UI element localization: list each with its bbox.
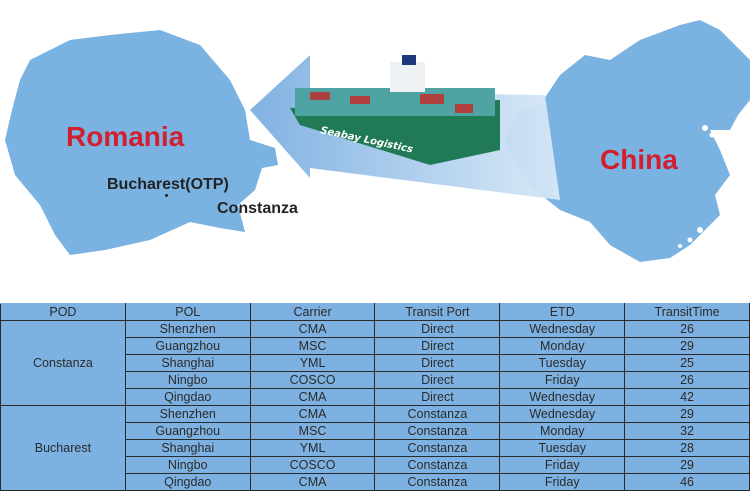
- cell-transit-port: Direct: [374, 337, 501, 355]
- cell-transit-time: 29: [624, 456, 750, 474]
- cell-carrier: CMA: [249, 388, 376, 406]
- cell-carrier: YML: [249, 354, 376, 372]
- cell-etd: Friday: [499, 371, 626, 389]
- cell-transit-port: Direct: [374, 354, 501, 372]
- cell-transit-time: 46: [624, 473, 750, 491]
- cell-etd: Friday: [499, 456, 626, 474]
- cell-carrier: MSC: [249, 337, 376, 355]
- cell-pol: Qingdao: [124, 473, 251, 491]
- table-row: Ningbo COSCO Direct Friday 26: [1, 371, 750, 389]
- table-row: Constanza Shenzhen CMA Direct Wednesday 26: [0, 320, 750, 406]
- header-pod: POD: [0, 303, 126, 321]
- cell-transit-port: Constanza: [374, 473, 501, 491]
- cell-transit-time: 29: [624, 337, 750, 355]
- cell-transit-time: 29: [624, 405, 750, 423]
- table-row: Guangzhou MSC Direct Monday 29: [1, 337, 750, 355]
- cell-etd: Friday: [499, 473, 626, 491]
- cell-transit-time: 32: [624, 422, 750, 440]
- cell-transit-port: Direct: [374, 388, 501, 406]
- cell-etd: Wednesday: [499, 320, 626, 338]
- cell-etd: Tuesday: [499, 439, 626, 457]
- cell-transit-time: 28: [624, 439, 750, 457]
- header-carrier: Carrier: [249, 303, 376, 321]
- cell-pol: Ningbo: [124, 371, 251, 389]
- cell-pol: Shenzhen: [124, 405, 251, 423]
- cell-transit-time: 26: [624, 371, 750, 389]
- cell-pol: Shanghai: [124, 354, 251, 372]
- table-row: Qingdao CMA Direct Wednesday 42: [1, 388, 750, 406]
- islands: [678, 125, 722, 248]
- table-header-row: POD POL Carrier Transit Port ETD Transit…: [0, 303, 750, 321]
- header-transit-time: TransitTime: [624, 303, 750, 321]
- cell-pol: Guangzhou: [124, 337, 251, 355]
- romania-label: Romania: [66, 121, 185, 152]
- cell-etd: Monday: [499, 337, 626, 355]
- cell-etd: Wednesday: [499, 388, 626, 406]
- table-row: Shanghai YML Direct Tuesday 25: [1, 354, 750, 372]
- cell-carrier: CMA: [249, 473, 376, 491]
- table-row: Ningbo COSCO Constanza Friday 29: [1, 456, 750, 474]
- cell-carrier: CMA: [249, 320, 376, 338]
- cell-pol: Guangzhou: [124, 422, 251, 440]
- cell-transit-port: Constanza: [374, 422, 501, 440]
- cell-pod: Constanza: [0, 320, 126, 406]
- cell-carrier: MSC: [249, 422, 376, 440]
- romania-map-shape: [5, 30, 278, 255]
- table-row: Qingdao CMA Constanza Friday 46: [1, 473, 750, 491]
- cell-transit-port: Direct: [374, 371, 501, 389]
- cell-transit-time: 42: [624, 388, 750, 406]
- bucharest-dot: [165, 194, 168, 197]
- cell-etd: Tuesday: [499, 354, 626, 372]
- cell-carrier: COSCO: [249, 371, 376, 389]
- cell-transit-port: Constanza: [374, 439, 501, 457]
- table-row: Guangzhou MSC Constanza Monday 32: [1, 422, 750, 440]
- header-transit-port: Transit Port: [374, 303, 501, 321]
- cell-transit-port: Constanza: [374, 405, 501, 423]
- shipping-schedule-table: POD POL Carrier Transit Port ETD Transit…: [0, 303, 750, 491]
- china-label: China: [600, 144, 678, 175]
- china-map-shape: [505, 20, 750, 262]
- table-row: Bucharest Shenzhen CMA Constanza Wednesday 29: [0, 405, 750, 491]
- cell-pod: Bucharest: [0, 405, 126, 491]
- cell-pol: Qingdao: [124, 388, 251, 406]
- cell-carrier: YML: [249, 439, 376, 457]
- city-bucharest: Bucharest(OTP): [107, 176, 229, 193]
- table-row: Shanghai YML Constanza Tuesday 28: [1, 439, 750, 457]
- cell-carrier: CMA: [249, 405, 376, 423]
- header-pol: POL: [124, 303, 251, 321]
- header-etd: ETD: [499, 303, 626, 321]
- cell-transit-time: 25: [624, 354, 750, 372]
- cell-transit-port: Constanza: [374, 456, 501, 474]
- cell-transit-time: 26: [624, 320, 750, 338]
- cell-carrier: COSCO: [249, 456, 376, 474]
- cell-transit-port: Direct: [374, 320, 501, 338]
- cell-pol: Ningbo: [124, 456, 251, 474]
- cell-etd: Wednesday: [499, 405, 626, 423]
- route-map: Seabay Logistics: [5, 20, 750, 262]
- container-ship: Seabay Logistics: [290, 55, 500, 165]
- city-constanza: Constanza: [217, 200, 298, 217]
- cell-pol: Shenzhen: [124, 320, 251, 338]
- cell-pol: Shanghai: [124, 439, 251, 457]
- cell-etd: Monday: [499, 422, 626, 440]
